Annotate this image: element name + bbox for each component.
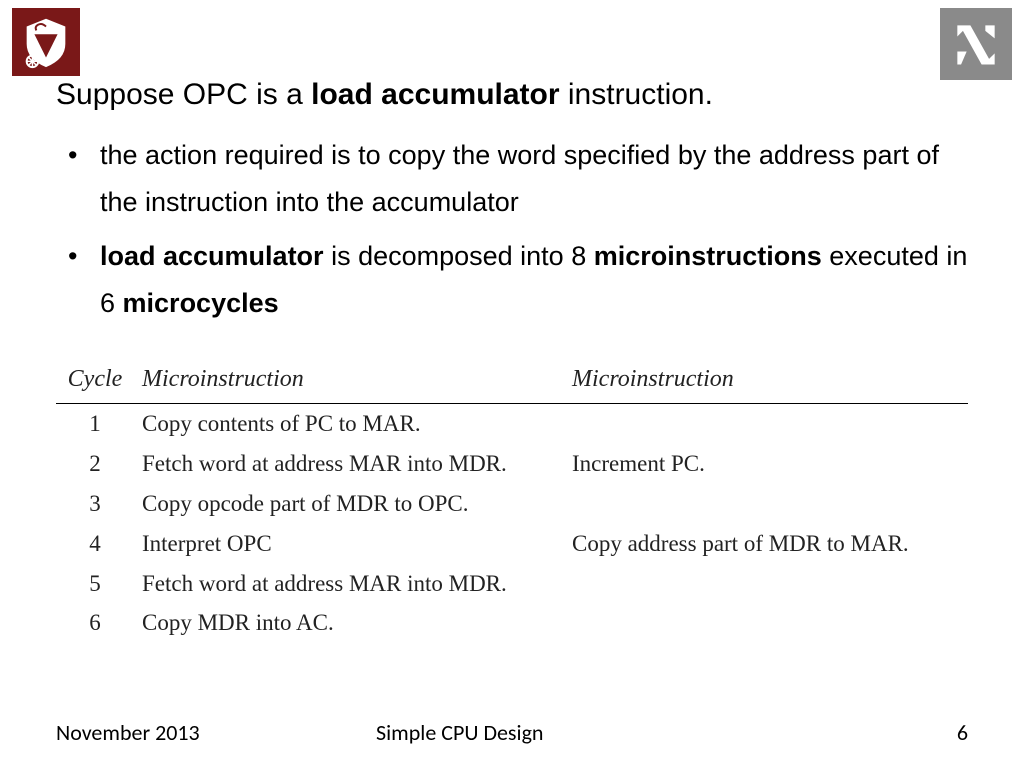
cell-mi2 <box>564 603 968 643</box>
cell-mi2 <box>564 404 968 444</box>
cell-mi2: Increment PC. <box>564 444 968 484</box>
cell-cycle: 2 <box>56 444 134 484</box>
header-mi1: Microinstruction <box>134 360 564 404</box>
bullet-item-2: load accumulator is decomposed into 8 mi… <box>68 233 968 328</box>
slide-content: Suppose OPC is a load accumulator instru… <box>56 78 968 333</box>
aleph-icon <box>948 16 1004 72</box>
cell-cycle: 3 <box>56 484 134 524</box>
bullet-2-seg3: microinstructions <box>594 241 822 271</box>
title-bold: load accumulator <box>311 78 559 111</box>
slide-footer: November 2013 Simple CPU Design 6 <box>56 719 968 746</box>
cell-mi1: Interpret OPC <box>134 524 564 564</box>
microinstruction-table: Cycle Microinstruction Microinstruction … <box>56 360 968 643</box>
cell-mi2 <box>564 484 968 524</box>
bullet-2-seg5: microcycles <box>123 288 279 318</box>
cell-mi1: Copy MDR into AC. <box>134 603 564 643</box>
title-post: instruction. <box>560 78 713 111</box>
bullet-list: the action required is to copy the word … <box>56 132 968 327</box>
bullet-item-1: the action required is to copy the word … <box>68 132 968 227</box>
table-row: 5Fetch word at address MAR into MDR. <box>56 564 968 604</box>
header-cycle: Cycle <box>56 360 134 404</box>
bullet-1-text: the action required is to copy the word … <box>100 140 939 217</box>
table-row: 2Fetch word at address MAR into MDR.Incr… <box>56 444 968 484</box>
cell-cycle: 6 <box>56 603 134 643</box>
slide-title: Suppose OPC is a load accumulator instru… <box>56 78 968 112</box>
header-mi2: Microinstruction <box>564 360 968 404</box>
cell-mi1: Fetch word at address MAR into MDR. <box>134 444 564 484</box>
cell-cycle: 1 <box>56 404 134 444</box>
table-header-row: Cycle Microinstruction Microinstruction <box>56 360 968 404</box>
title-pre: Suppose OPC is a <box>56 78 311 111</box>
footer-date: November 2013 <box>56 719 376 746</box>
cell-mi2 <box>564 564 968 604</box>
institution-logo-left <box>12 8 80 76</box>
cycle-table: Cycle Microinstruction Microinstruction … <box>56 360 968 643</box>
cell-mi1: Copy opcode part of MDR to OPC. <box>134 484 564 524</box>
table-row: 1Copy contents of PC to MAR. <box>56 404 968 444</box>
footer-title: Simple CPU Design <box>376 719 908 746</box>
bullet-2-seg1: load accumulator <box>100 241 324 271</box>
table-row: 4Interpret OPCCopy address part of MDR t… <box>56 524 968 564</box>
footer-page-number: 6 <box>908 719 968 746</box>
bullet-2-seg2: is decomposed into 8 <box>324 241 594 271</box>
table-row: 6Copy MDR into AC. <box>56 603 968 643</box>
cell-cycle: 5 <box>56 564 134 604</box>
cell-cycle: 4 <box>56 524 134 564</box>
institution-logo-right <box>940 8 1012 80</box>
cell-mi1: Fetch word at address MAR into MDR. <box>134 564 564 604</box>
cell-mi2: Copy address part of MDR to MAR. <box>564 524 968 564</box>
cell-mi1: Copy contents of PC to MAR. <box>134 404 564 444</box>
technion-shield-icon <box>17 13 75 71</box>
table-row: 3Copy opcode part of MDR to OPC. <box>56 484 968 524</box>
